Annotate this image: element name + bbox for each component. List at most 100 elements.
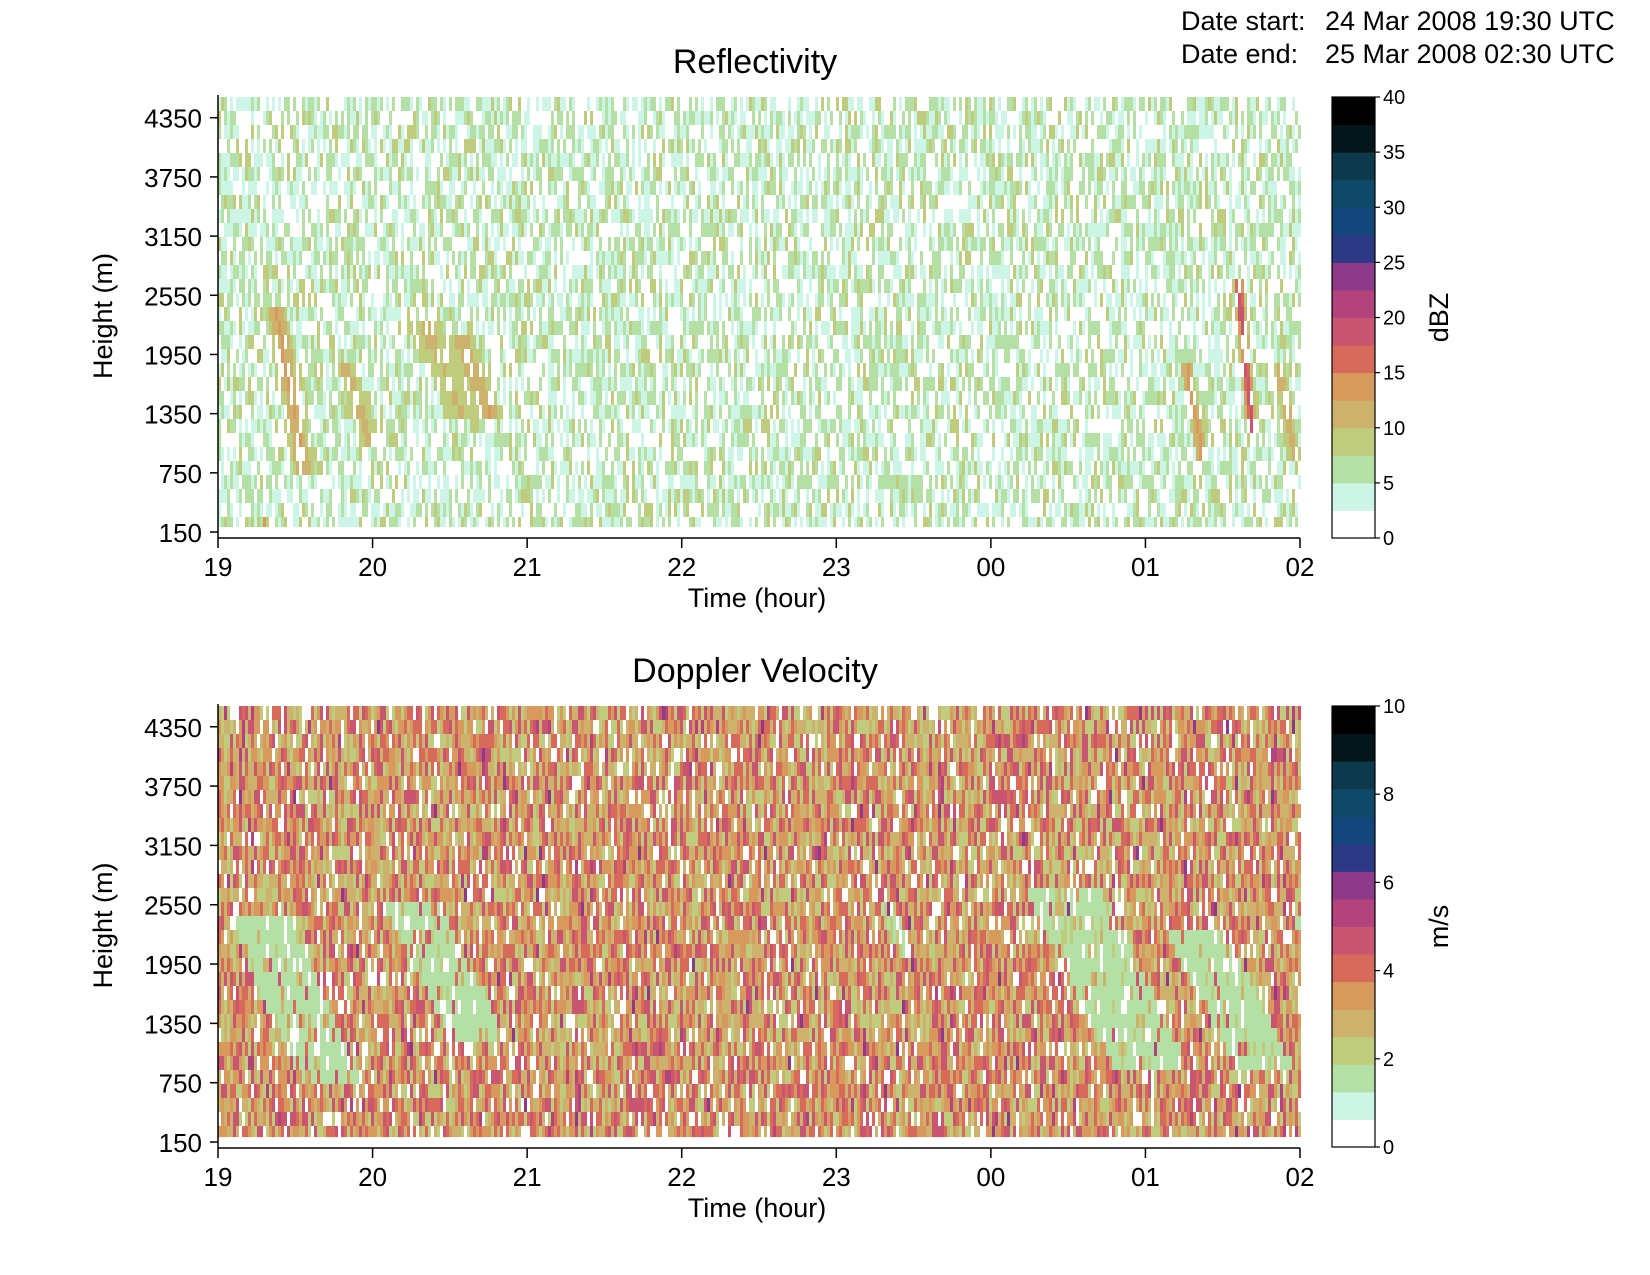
colorbar-segment — [1332, 345, 1375, 374]
x-tick-label: 23 — [822, 552, 851, 582]
heatmap-cells — [218, 97, 1301, 528]
colorbar-segment — [1332, 981, 1375, 1010]
date-end-label: Date end: — [1181, 39, 1299, 69]
colorbar-segment — [1332, 1009, 1375, 1038]
y-tick-label: 3750 — [144, 772, 202, 802]
colorbar-segment — [1332, 761, 1375, 790]
y-tick-label: 150 — [159, 1128, 202, 1158]
x-tick-label: 19 — [204, 552, 233, 582]
x-tick-label: 02 — [1286, 552, 1315, 582]
x-tick-label: 21 — [513, 552, 542, 582]
colorbar-segment — [1332, 427, 1375, 456]
colorbar-tick-label: 25 — [1383, 252, 1405, 274]
colorbar-segment — [1332, 179, 1375, 208]
x-tick-label: 20 — [358, 1162, 387, 1192]
x-tick-label: 22 — [667, 552, 696, 582]
x-tick-label: 23 — [822, 1162, 851, 1192]
colorbar-segment — [1332, 152, 1375, 181]
x-axis-label: Time (hour) — [688, 1193, 827, 1223]
colorbar-tick-label: 30 — [1383, 197, 1405, 219]
reflectivity-panel: Reflectivity1507501350195025503150375043… — [88, 43, 1454, 613]
colorbar-segment — [1332, 954, 1375, 983]
y-tick-label: 4350 — [144, 104, 202, 134]
x-tick-label: 20 — [358, 552, 387, 582]
x-tick-label: 01 — [1131, 552, 1160, 582]
y-tick-label: 750 — [159, 1069, 202, 1099]
y-tick-label: 3150 — [144, 831, 202, 861]
colorbar-segment — [1332, 372, 1375, 401]
chart-title: Reflectivity — [673, 43, 837, 81]
x-tick-label: 00 — [976, 552, 1005, 582]
x-tick-label: 22 — [667, 1162, 696, 1192]
y-axis-label: Height (m) — [88, 862, 118, 988]
colorbar-tick-label: 20 — [1383, 308, 1405, 330]
colorbar-segment — [1332, 788, 1375, 817]
colorbar-segment — [1332, 124, 1375, 153]
colorbar-segment — [1332, 816, 1375, 845]
y-tick-label: 3750 — [144, 163, 202, 193]
colorbar-tick-label: 4 — [1383, 961, 1394, 983]
x-tick-label: 01 — [1131, 1162, 1160, 1192]
y-axis-label: Height (m) — [88, 253, 118, 379]
colorbar-tick-label: 5 — [1383, 473, 1394, 495]
date-start-label: Date start: — [1181, 6, 1306, 36]
colorbar-segment — [1332, 455, 1375, 484]
y-tick-label: 1350 — [144, 1009, 202, 1039]
colorbar-label: m/s — [1424, 905, 1454, 949]
y-tick-label: 750 — [159, 459, 202, 489]
colorbar-segment — [1332, 289, 1375, 318]
doppler-velocity-panel: Doppler Velocity 150 750 1350 1950 2550 3150 37… — [88, 652, 1454, 1223]
colorbar-segment — [1332, 317, 1375, 346]
x-tick-label: 21 — [513, 1162, 542, 1192]
x-axis-label: Time (hour) — [688, 583, 827, 613]
colorbar-tick-label: 10 — [1383, 696, 1405, 718]
date-start-value: 24 Mar 2008 19:30 UTC — [1325, 6, 1615, 36]
colorbar-segment — [1332, 843, 1375, 872]
colorbar: 0 2 4 6 8 10 m/s — [1331, 696, 1454, 1159]
colorbar-segment — [1332, 482, 1375, 511]
colorbar-segment — [1332, 926, 1375, 955]
date-end-line: Date end: 25 Mar 2008 02:30 UTC — [1181, 39, 1615, 163]
colorbar-segment — [1332, 871, 1375, 900]
x-tick-label: 19 — [204, 1162, 233, 1192]
colorbar-segment — [1332, 1091, 1375, 1120]
colorbar-segment — [1332, 400, 1375, 429]
colorbar-tick-label: 15 — [1383, 363, 1405, 385]
colorbar-segment — [1332, 207, 1375, 236]
colorbar-segment — [1332, 234, 1375, 263]
colorbar-segment — [1332, 1036, 1375, 1065]
colorbar-tick-label: 0 — [1383, 528, 1394, 550]
date-start-line: Date start: 24 Mar 2008 19:30 UTC — [1181, 6, 1615, 130]
colorbar-segment — [1332, 510, 1375, 539]
y-tick-label: 1950 — [144, 340, 202, 370]
colorbar-segment — [1332, 97, 1375, 126]
colorbar-segment — [1332, 706, 1375, 735]
colorbar-tick-label: 8 — [1383, 784, 1394, 806]
x-tick-label: 02 — [1286, 1162, 1315, 1192]
y-tick-label: 2550 — [144, 281, 202, 311]
colorbar-tick-label: 40 — [1383, 87, 1405, 109]
colorbar-frame — [1331, 705, 1376, 1148]
x-tick-label: 00 — [976, 1162, 1005, 1192]
date-end-value: 25 Mar 2008 02:30 UTC — [1325, 39, 1615, 69]
colorbar-segment — [1332, 1064, 1375, 1093]
colorbar: 0 5 10 15 20 25 30 35 40 dBZ — [1331, 87, 1454, 550]
colorbar-tick-label: 35 — [1383, 142, 1405, 164]
colorbar-segment — [1332, 898, 1375, 927]
colorbar-label: dBZ — [1424, 293, 1454, 343]
y-tick-label: 3150 — [144, 222, 202, 252]
colorbar-tick-label: 10 — [1383, 418, 1405, 440]
y-tick-label: 2550 — [144, 891, 202, 921]
y-tick-label: 4350 — [144, 713, 202, 743]
colorbar-tick-label: 2 — [1383, 1049, 1394, 1071]
chart-title: Doppler Velocity — [632, 652, 878, 690]
colorbar-segment — [1332, 733, 1375, 762]
colorbar-tick-label: 6 — [1383, 872, 1394, 894]
y-tick-label: 1950 — [144, 950, 202, 980]
heatmap-cells — [218, 706, 1301, 1138]
colorbar-segment — [1332, 262, 1375, 291]
colorbar-tick-label: 0 — [1383, 1137, 1394, 1159]
y-tick-label: 1350 — [144, 400, 202, 430]
y-tick-label: 150 — [159, 518, 202, 548]
